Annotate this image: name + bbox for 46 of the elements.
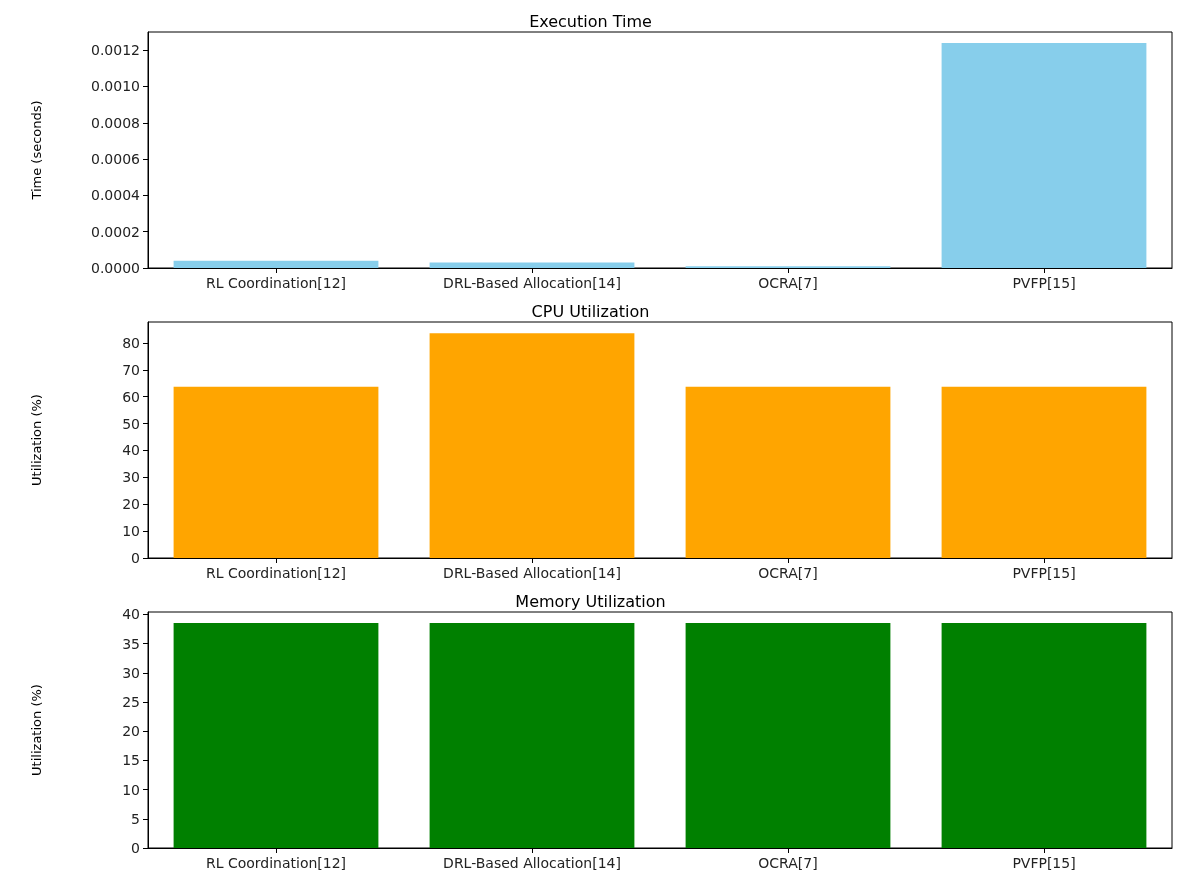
y-tick-label: 0 — [131, 840, 140, 856]
bar — [941, 42, 1147, 268]
x-tick-label: OCRA[7] — [758, 275, 818, 291]
y-tick-label: 0.0008 — [91, 114, 140, 131]
y-tick-label: 10 — [122, 781, 140, 798]
x-tick-label: PVFP[15] — [1012, 565, 1076, 581]
y-tick-label: 0.0006 — [91, 151, 141, 168]
y-tick-label: 35 — [122, 635, 140, 652]
y-tick-label: 0.0000 — [91, 260, 140, 276]
y-axis-title: Time (seconds) — [29, 100, 44, 201]
y-tick-label: 30 — [122, 469, 140, 486]
x-tick-label: DRL-Based Allocation[14] — [443, 275, 621, 291]
y-tick-label: 0.0002 — [91, 223, 140, 240]
y-tick-label: 0 — [131, 550, 140, 566]
y-tick-label: 0.0004 — [91, 187, 141, 204]
y-tick-label: 5 — [131, 810, 140, 827]
y-tick-label: 50 — [122, 415, 140, 432]
y-tick-label: 20 — [122, 723, 140, 740]
x-tick-label: OCRA[7] — [758, 565, 818, 581]
chart-title: Execution Time — [529, 11, 652, 31]
y-tick-label: 60 — [122, 388, 140, 405]
x-tick-label: DRL-Based Allocation[14] — [443, 565, 621, 581]
x-tick-label: RL Coordination[12] — [205, 855, 347, 871]
y-tick-label: 20 — [122, 496, 140, 513]
x-tick-label: RL Coordination[12] — [205, 565, 347, 581]
chart-title: CPU Utilization — [531, 301, 650, 321]
x-tick-label: DRL-Based Allocation[14] — [443, 855, 621, 871]
y-tick-label: 30 — [122, 664, 140, 681]
y-tick-label: 0.0010 — [91, 78, 140, 95]
bar — [429, 262, 635, 268]
x-tick-label: OCRA[7] — [758, 855, 818, 871]
y-tick-label: 40 — [122, 606, 140, 623]
chart-title: Memory Utilization — [515, 591, 666, 611]
x-tick-label: PVFP[15] — [1012, 275, 1076, 291]
y-axis-title: Utilization (%) — [29, 684, 44, 776]
bar — [173, 260, 379, 268]
y-tick-label: 70 — [122, 361, 140, 378]
y-axis-title: Utilization (%) — [29, 394, 44, 486]
y-tick-label: 15 — [122, 752, 140, 769]
y-tick-label: 10 — [122, 523, 140, 540]
y-tick-label: 25 — [122, 693, 140, 710]
y-tick-label: 80 — [122, 334, 140, 351]
y-tick-label: 0.0012 — [91, 42, 140, 59]
x-tick-label: PVFP[15] — [1012, 855, 1076, 871]
y-tick-label: 40 — [122, 442, 140, 459]
x-tick-label: RL Coordination[12] — [205, 275, 347, 291]
